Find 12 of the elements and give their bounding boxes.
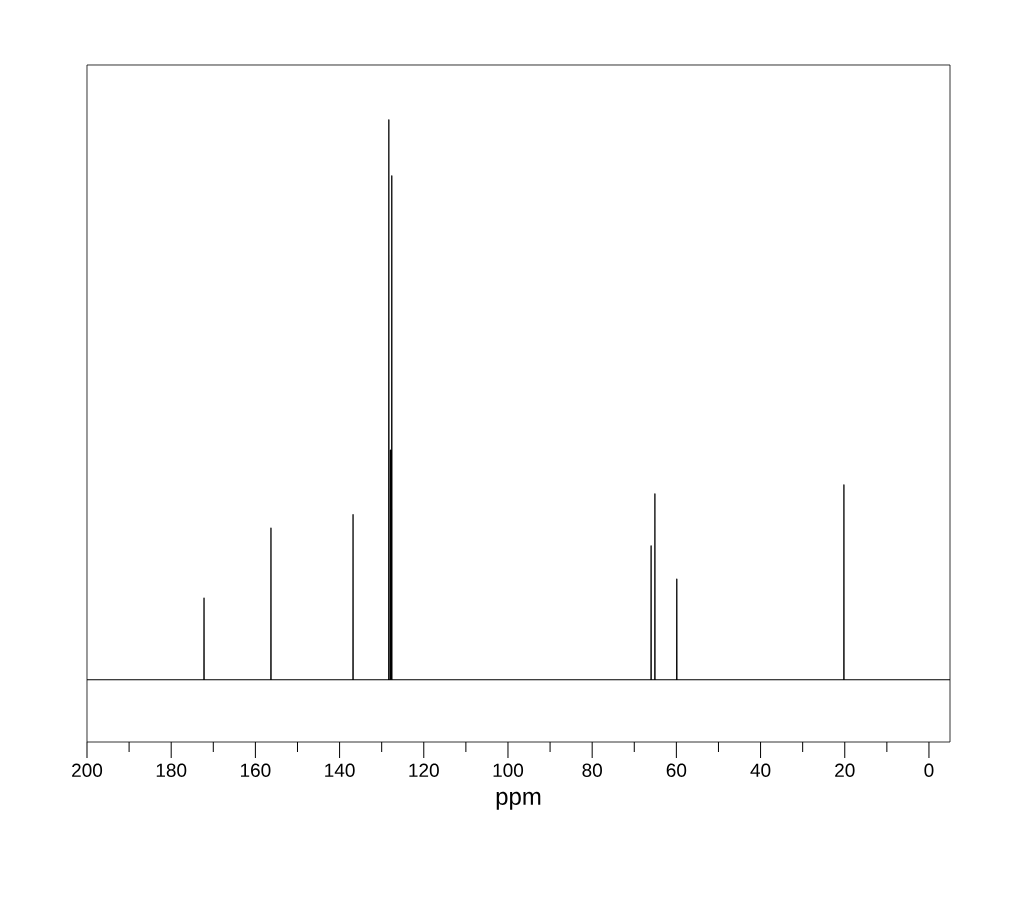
x-axis-title: ppm: [496, 791, 541, 810]
x-tick-label: 160: [240, 763, 271, 777]
x-tick-label: 80: [582, 763, 602, 777]
x-tick-label: 20: [835, 763, 855, 777]
x-tick-label: 100: [493, 763, 524, 777]
x-tick-label: 60: [666, 763, 687, 777]
x-tick-label: 40: [750, 763, 771, 777]
x-tick-label: 120: [409, 763, 439, 777]
x-tick-label: 0: [924, 763, 934, 777]
x-tick-label: 200: [72, 763, 103, 777]
x-tick-label: 140: [325, 763, 355, 777]
x-tick-label: 180: [156, 763, 187, 777]
